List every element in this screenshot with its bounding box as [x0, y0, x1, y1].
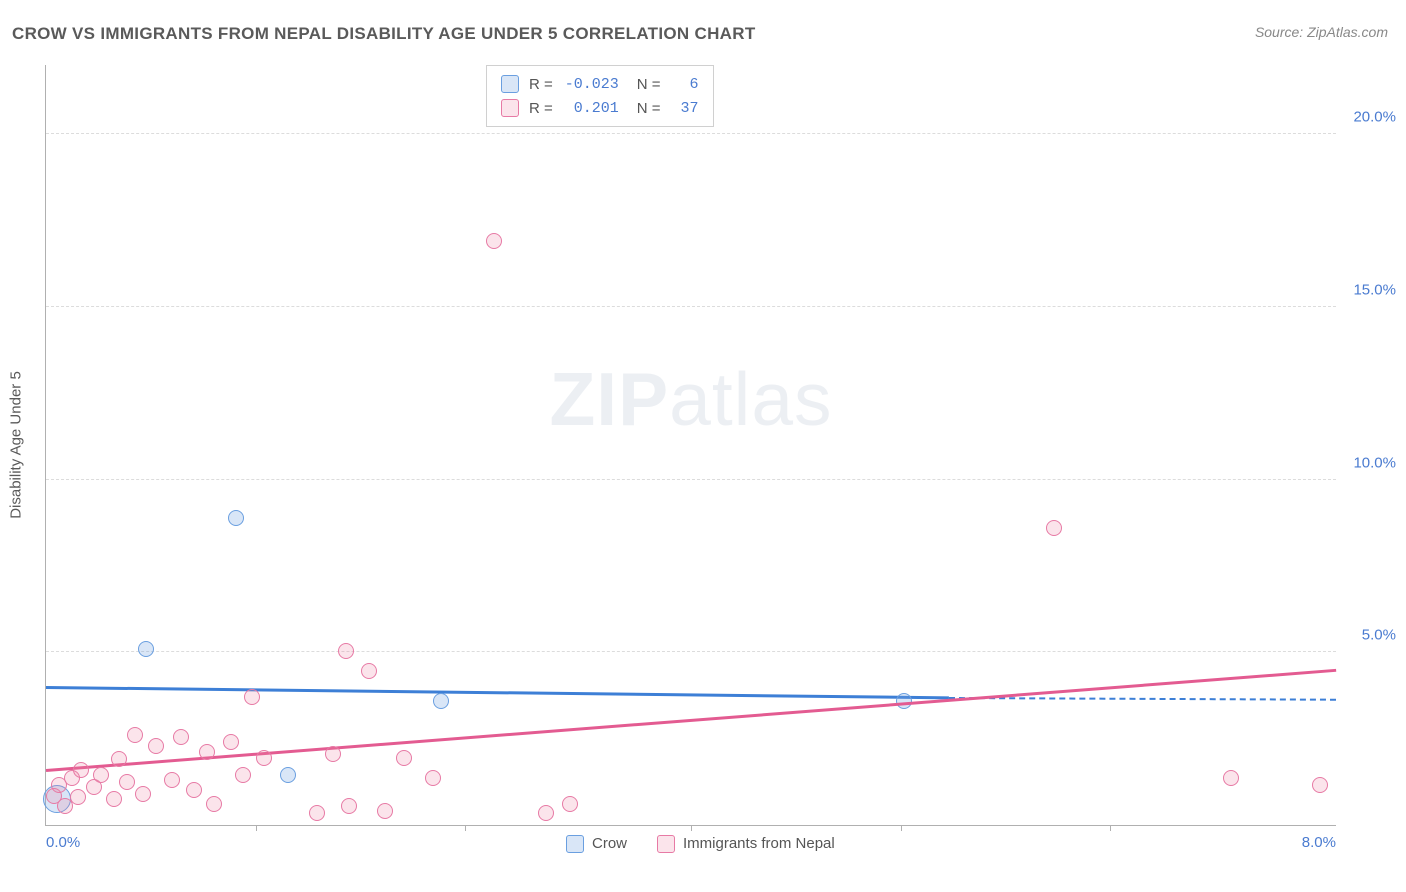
- data-point: [361, 663, 377, 679]
- data-point: [127, 727, 143, 743]
- source-label: Source:: [1255, 24, 1303, 40]
- y-tick-label: 20.0%: [1341, 109, 1396, 126]
- data-point: [244, 689, 260, 705]
- data-point: [235, 767, 251, 783]
- series-legend: Crow Immigrants from Nepal: [566, 835, 835, 853]
- data-point: [325, 746, 341, 762]
- legend-n-value: 37: [671, 100, 699, 117]
- x-tick: [256, 825, 257, 831]
- data-point: [135, 786, 151, 802]
- data-point: [206, 796, 222, 812]
- legend-r-value: -0.023: [563, 76, 619, 93]
- legend-label: Immigrants from Nepal: [683, 835, 835, 852]
- data-point: [377, 803, 393, 819]
- y-axis-title: Disability Age Under 5: [8, 371, 25, 519]
- grid-line: [46, 479, 1336, 480]
- data-point: [186, 782, 202, 798]
- legend-label: Crow: [592, 835, 627, 852]
- data-point: [1312, 777, 1328, 793]
- legend-swatch: [657, 835, 675, 853]
- data-point: [280, 767, 296, 783]
- correlation-legend: R = -0.023 N = 6 R = 0.201 N = 37: [486, 65, 714, 127]
- data-point: [106, 791, 122, 807]
- data-point: [1046, 520, 1062, 536]
- grid-line: [46, 306, 1336, 307]
- legend-row: R = -0.023 N = 6: [501, 72, 699, 96]
- data-point: [309, 805, 325, 821]
- legend-swatch: [501, 99, 519, 117]
- legend-entry: Immigrants from Nepal: [657, 835, 835, 853]
- data-point: [256, 750, 272, 766]
- x-tick: [1110, 825, 1111, 831]
- legend-n-value: 6: [671, 76, 699, 93]
- data-point: [338, 643, 354, 659]
- legend-r-label: R =: [529, 76, 553, 93]
- legend-n-label: N =: [637, 100, 661, 117]
- data-point: [896, 693, 912, 709]
- legend-entry: Crow: [566, 835, 627, 853]
- data-point: [199, 744, 215, 760]
- legend-r-value: 0.201: [563, 100, 619, 117]
- regression-line: [46, 669, 1336, 772]
- data-point: [148, 738, 164, 754]
- x-tick: [691, 825, 692, 831]
- data-point: [119, 774, 135, 790]
- legend-r-label: R =: [529, 100, 553, 117]
- data-point: [111, 751, 127, 767]
- legend-swatch: [566, 835, 584, 853]
- data-point: [223, 734, 239, 750]
- x-tick-label: 0.0%: [46, 834, 80, 851]
- scatter-plot-area: Disability Age Under 5 ZIPatlas R =-0.02…: [45, 65, 1336, 826]
- data-point: [138, 641, 154, 657]
- legend-row: R = 0.201 N = 37: [501, 96, 699, 120]
- data-point: [1223, 770, 1239, 786]
- watermark: ZIPatlas: [549, 356, 832, 442]
- data-point: [173, 729, 189, 745]
- data-point: [341, 798, 357, 814]
- regression-line: [949, 697, 1336, 701]
- data-point: [73, 762, 89, 778]
- chart-title: CROW VS IMMIGRANTS FROM NEPAL DISABILITY…: [12, 24, 756, 44]
- y-tick-label: 10.0%: [1341, 454, 1396, 471]
- legend-n-label: N =: [637, 76, 661, 93]
- x-tick: [465, 825, 466, 831]
- data-point: [70, 789, 86, 805]
- data-point: [538, 805, 554, 821]
- y-tick-label: 5.0%: [1341, 627, 1396, 644]
- data-point: [396, 750, 412, 766]
- grid-line: [46, 651, 1336, 652]
- data-point: [164, 772, 180, 788]
- data-point: [228, 510, 244, 526]
- source-credit: Source: ZipAtlas.com: [1255, 24, 1388, 40]
- source-value: ZipAtlas.com: [1307, 24, 1388, 40]
- x-tick: [901, 825, 902, 831]
- data-point: [486, 233, 502, 249]
- legend-swatch: [501, 75, 519, 93]
- y-tick-label: 15.0%: [1341, 281, 1396, 298]
- grid-line: [46, 133, 1336, 134]
- data-point: [93, 767, 109, 783]
- regression-line: [46, 686, 949, 699]
- data-point: [562, 796, 578, 812]
- x-tick-label: 8.0%: [1302, 834, 1336, 851]
- data-point: [433, 693, 449, 709]
- data-point: [425, 770, 441, 786]
